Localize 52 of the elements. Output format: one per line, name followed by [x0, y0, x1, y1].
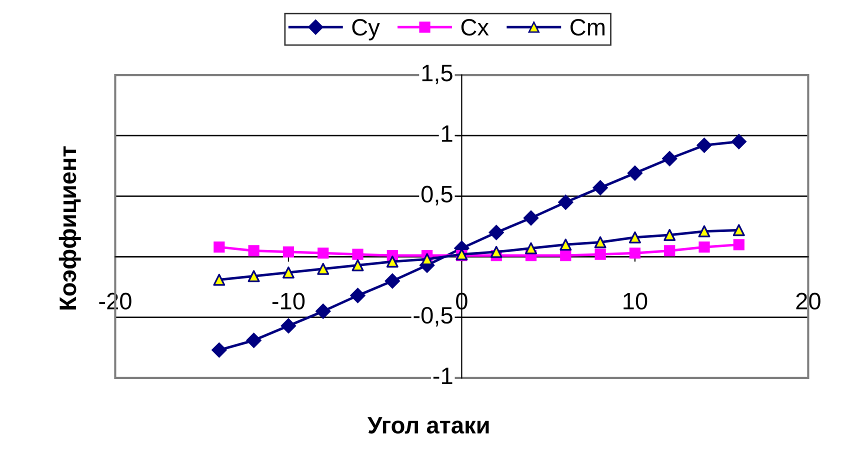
- point: [213, 274, 226, 286]
- point: [627, 166, 643, 181]
- point: [664, 228, 676, 241]
- point: [698, 225, 710, 238]
- point: [246, 332, 262, 348]
- point: [212, 342, 227, 358]
- point: [525, 242, 537, 254]
- y-axis-title: Коэффициент: [58, 146, 81, 310]
- point: [629, 248, 641, 259]
- x-axis-title: Угол атаки: [367, 417, 489, 434]
- y-tick-label: -1: [433, 368, 452, 384]
- point: [698, 242, 710, 253]
- y-tick-label: 0,5: [421, 186, 452, 206]
- point: [318, 248, 329, 259]
- point: [488, 224, 504, 240]
- point: [316, 304, 331, 319]
- x-tick-label: 10: [624, 292, 648, 310]
- point: [560, 238, 572, 251]
- y-tick-label: 1,5: [422, 64, 452, 84]
- point: [732, 224, 745, 236]
- y-tick-label: 1: [442, 125, 452, 142]
- x-tick-label: -10: [272, 292, 305, 310]
- point: [523, 210, 539, 226]
- point: [282, 266, 294, 278]
- point: [352, 248, 364, 260]
- point: [592, 180, 608, 196]
- point: [317, 262, 330, 275]
- y-tick-label: -0,5: [414, 306, 452, 326]
- point: [594, 236, 606, 248]
- point: [352, 259, 364, 272]
- point: [248, 270, 260, 282]
- point: [733, 239, 744, 250]
- point: [214, 242, 225, 253]
- legend-label: Cm: [570, 18, 604, 36]
- point: [696, 138, 712, 153]
- point: [558, 194, 574, 210]
- legend-label: Cy: [352, 18, 380, 40]
- point: [490, 246, 502, 258]
- point: [384, 273, 400, 289]
- point: [350, 288, 366, 304]
- point: [594, 248, 606, 260]
- point: [731, 134, 746, 150]
- x-tick-label: 20: [796, 292, 820, 310]
- point: [628, 231, 641, 244]
- point: [280, 318, 296, 334]
- point: [662, 151, 678, 166]
- legend-label: Cx: [461, 18, 489, 36]
- point: [560, 250, 572, 262]
- point: [664, 245, 676, 256]
- point: [248, 245, 260, 256]
- point: [282, 246, 294, 258]
- point: [386, 256, 398, 268]
